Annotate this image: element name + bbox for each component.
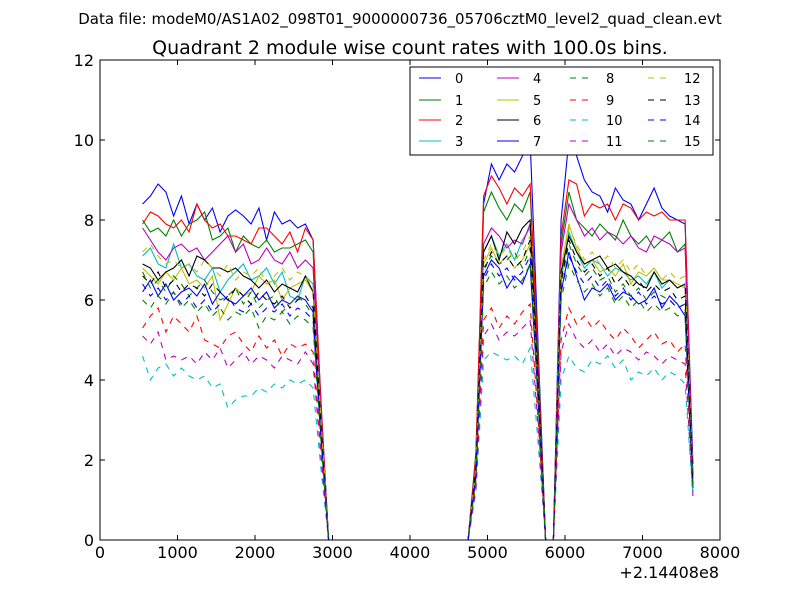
y-tick-label: 8 (84, 211, 94, 230)
series-line-5 (142, 223, 694, 541)
x-tick-label: 4000 (390, 543, 431, 562)
legend-label-1: 1 (455, 94, 463, 109)
legend-label-6: 6 (533, 114, 541, 129)
legend-label-11: 11 (606, 135, 623, 150)
x-tick-label: 8000 (700, 543, 741, 562)
legend-label-7: 7 (533, 135, 541, 150)
series-line-10 (142, 345, 694, 541)
series-line-7 (142, 251, 694, 541)
legend-label-4: 4 (533, 72, 541, 87)
chart-title: Quadrant 2 module wise count rates with … (152, 37, 668, 59)
series-layer (142, 137, 694, 541)
series-line-3 (142, 226, 694, 541)
y-tick-label: 0 (84, 531, 94, 550)
series-line-15 (142, 261, 694, 541)
x-tick-label: 3000 (312, 543, 353, 562)
legend-label-8: 8 (606, 72, 614, 87)
legend-label-5: 5 (533, 94, 541, 109)
x-tick-label: 5000 (467, 543, 508, 562)
series-line-4 (142, 202, 694, 541)
series-line-12 (142, 226, 694, 541)
legend-label-2: 2 (455, 114, 463, 129)
legend-label-10: 10 (606, 114, 623, 129)
x-tick-label: 0 (95, 543, 105, 562)
series-line-14 (142, 254, 694, 541)
y-tick-label: 6 (84, 291, 94, 310)
y-tick-label: 4 (84, 371, 94, 390)
series-line-11 (142, 318, 694, 541)
series-line-9 (142, 302, 694, 541)
data-file-suptitle: Data file: modeM0/AS1A02_098T01_90000007… (78, 10, 722, 29)
legend-label-13: 13 (684, 94, 701, 109)
y-tick-label: 2 (84, 451, 94, 470)
legend-label-3: 3 (455, 135, 463, 150)
legend-box (409, 66, 714, 156)
x-tick-label: 6000 (545, 543, 586, 562)
legend-label-12: 12 (684, 72, 701, 87)
tick-layer: 0 1000 2000 3000 4000 5000 6000 7000 80000246810… (74, 51, 741, 562)
series-line-1 (142, 190, 694, 541)
legend-label-14: 14 (684, 114, 701, 129)
y-tick-label: 12 (74, 51, 94, 70)
x-tick-label: 2000 (235, 543, 276, 562)
y-tick-label: 10 (74, 131, 94, 150)
legend-label-15: 15 (684, 135, 701, 150)
legend-label-0: 0 (455, 72, 463, 87)
x-tick-label: 7000 (622, 543, 663, 562)
x-offset-label: +2.14408e8 (619, 563, 719, 582)
x-tick-label: 1000 (157, 543, 198, 562)
legend-label-9: 9 (606, 94, 614, 109)
